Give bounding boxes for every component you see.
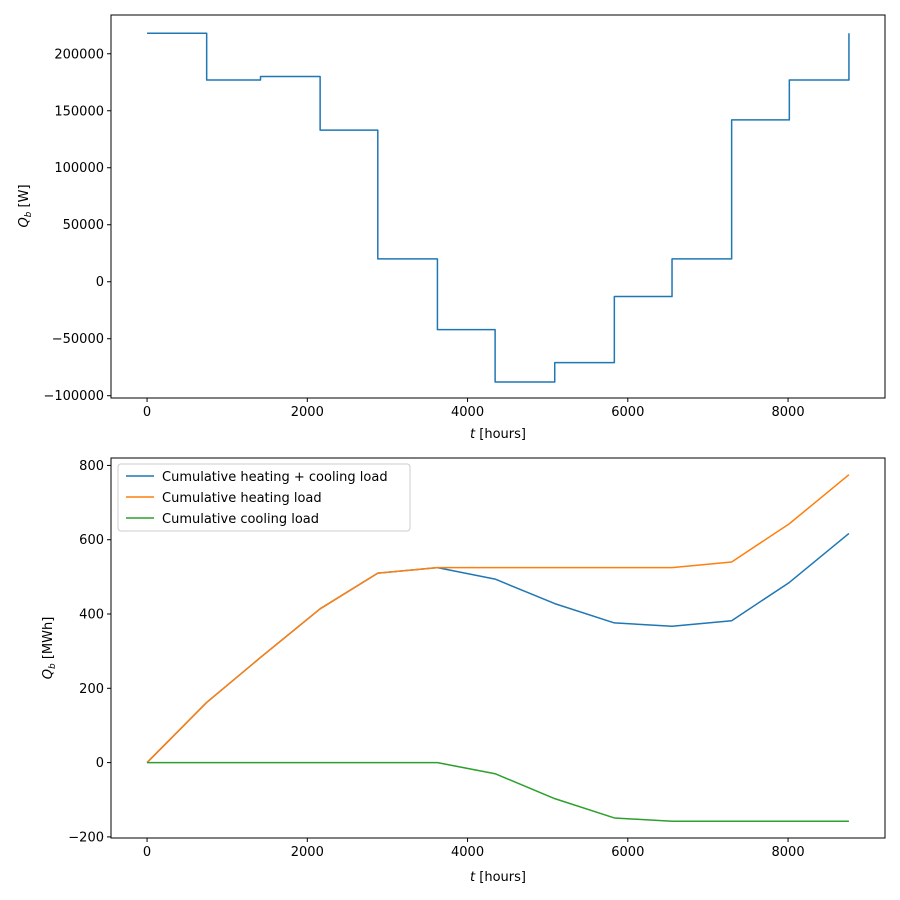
legend-label-cooling: Cumulative cooling load bbox=[162, 512, 319, 527]
y-tick-label: 0 bbox=[96, 275, 104, 290]
chart-top-y-axis-label: Qb [W] bbox=[17, 184, 34, 227]
series-line-top-0 bbox=[147, 32, 850, 383]
y-tick-label: −200 bbox=[68, 830, 104, 845]
y-tick-label: 200000 bbox=[54, 47, 104, 62]
y-tick-label: 200 bbox=[79, 682, 104, 697]
y-tick-label: −100000 bbox=[43, 389, 104, 404]
y-tick-label: 0 bbox=[96, 756, 104, 771]
chart-bottom-cumulative-mwh: 0 2000 4000 6000 8000 −200 0 200 400 600 800 t [h… bbox=[41, 457, 886, 885]
y-tick-label: 400 bbox=[79, 608, 104, 623]
x-tick-label: 2000 bbox=[291, 405, 324, 420]
chart-bottom-legend: Cumulative heating + cooling load Cumula… bbox=[117, 463, 411, 532]
x-tick-label: 6000 bbox=[611, 405, 644, 420]
series-line-bottom-2 bbox=[147, 761, 849, 823]
chart-top-axes-frame bbox=[110, 14, 886, 399]
chart-bottom-marks bbox=[146, 474, 850, 823]
x-tick-label: 8000 bbox=[772, 845, 805, 860]
chart-top-x-ticks: 0 2000 4000 6000 8000 bbox=[143, 398, 805, 420]
y-tick-label: 150000 bbox=[54, 104, 104, 119]
y-tick-label: −50000 bbox=[52, 332, 104, 347]
y-tick-label: 50000 bbox=[63, 218, 104, 233]
chart-bottom-axes-frame bbox=[110, 457, 886, 839]
legend-label-heating: Cumulative heating load bbox=[162, 491, 322, 506]
series-line-bottom-1 bbox=[146, 474, 850, 764]
x-tick-label: 0 bbox=[143, 405, 151, 420]
x-tick-label: 6000 bbox=[611, 845, 644, 860]
chart-bottom-x-ticks: 0 2000 4000 6000 8000 bbox=[143, 838, 805, 860]
x-tick-label: 0 bbox=[143, 845, 151, 860]
y-tick-label: 100000 bbox=[54, 161, 104, 176]
y-tick-label: 600 bbox=[79, 533, 104, 548]
chart-top-x-axis-label: t [hours] bbox=[470, 427, 526, 442]
x-tick-label: 4000 bbox=[451, 845, 484, 860]
legend-frame bbox=[117, 463, 411, 532]
chart-bottom-x-axis-label: t [hours] bbox=[470, 870, 526, 885]
chart-top-marks bbox=[147, 32, 850, 383]
y-tick-label: 800 bbox=[79, 459, 104, 474]
x-tick-label: 4000 bbox=[451, 405, 484, 420]
x-tick-label: 8000 bbox=[772, 405, 805, 420]
chart-top-y-ticks: −100000 −50000 0 50000 100000 150000 200000 bbox=[43, 47, 111, 404]
chart-bottom-y-axis-label: Qb [MWh] bbox=[41, 617, 58, 680]
chart-bottom-y-ticks: −200 0 200 400 600 800 bbox=[68, 459, 111, 845]
chart-top-heat-load-w: 0 2000 4000 6000 8000 −100000 −50000 0 50000 100… bbox=[17, 14, 886, 442]
x-tick-label: 2000 bbox=[291, 845, 324, 860]
legend-label-heating-cooling: Cumulative heating + cooling load bbox=[162, 470, 388, 485]
